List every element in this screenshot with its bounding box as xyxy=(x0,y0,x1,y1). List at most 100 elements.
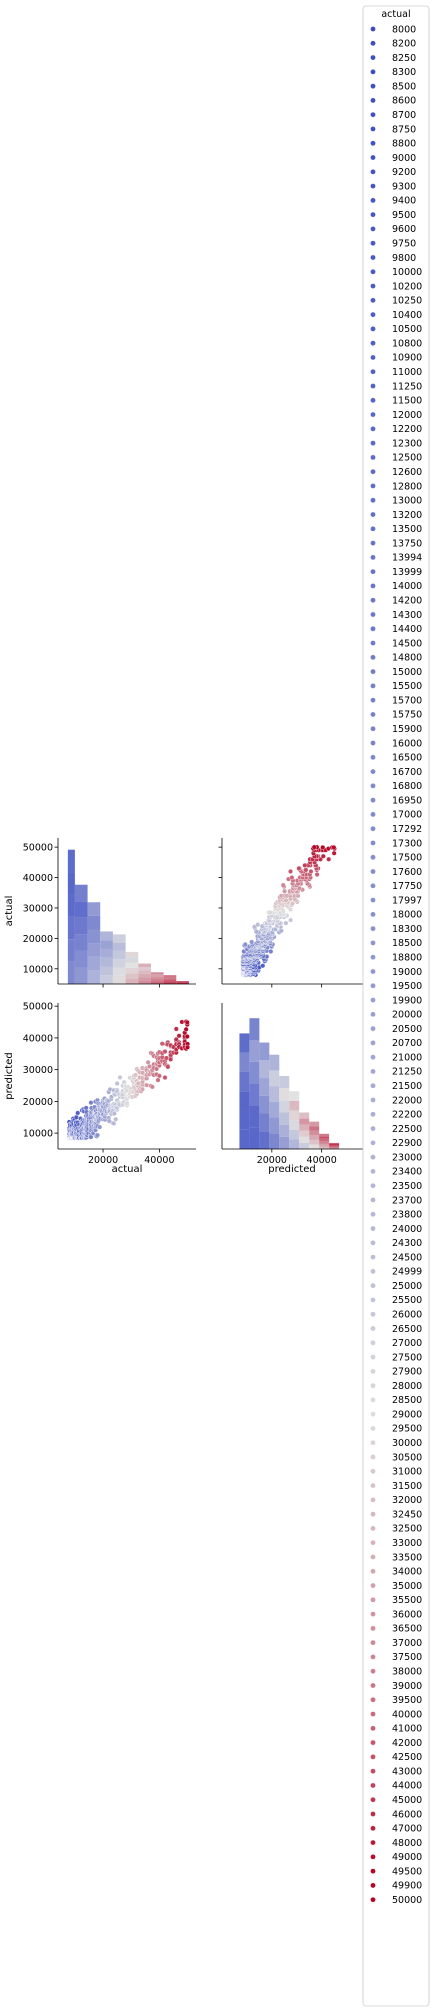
hist-predicted-bar-segment xyxy=(319,1143,330,1147)
scatter-point xyxy=(260,963,266,969)
legend-entry: 17997 xyxy=(370,895,422,906)
legend-entry: 32000 xyxy=(370,1495,422,1506)
legend-entry: 37500 xyxy=(370,1652,422,1663)
legend-entry: 11000 xyxy=(370,367,422,378)
legend-marker xyxy=(370,1140,376,1146)
legend-entry: 31500 xyxy=(370,1481,422,1492)
legend-label: 17500 xyxy=(392,853,422,864)
hist-actual-bar xyxy=(163,975,177,984)
legend-label: 10250 xyxy=(392,296,422,307)
scatter-point xyxy=(162,1075,168,1081)
legend-entry: 18500 xyxy=(370,938,422,949)
legend-marker xyxy=(370,354,376,361)
scatter-actual-pred-xtick-label: 40000 xyxy=(144,1155,174,1166)
legend-entry: 12800 xyxy=(370,481,422,492)
xlabel-col2: predicted xyxy=(268,1164,315,1175)
legend-entry: 20700 xyxy=(370,1038,422,1049)
legend-marker xyxy=(370,340,376,346)
legend-label: 22200 xyxy=(392,1110,422,1121)
legend-marker xyxy=(370,1668,376,1674)
hist-actual-bar xyxy=(112,934,126,984)
legend-label: 12800 xyxy=(392,481,422,492)
legend-label: 48000 xyxy=(392,1838,422,1849)
legend-label: 8600 xyxy=(392,96,416,107)
hist-predicted-bar xyxy=(259,1042,270,1149)
legend-marker xyxy=(370,1482,376,1489)
legend-entry: 49000 xyxy=(370,1852,422,1863)
hist-actual-bar xyxy=(87,902,101,984)
legend-entry: 41000 xyxy=(370,1724,422,1735)
scatter-actual-pred-ytick-label: 20000 xyxy=(23,1097,53,1108)
legend-entry: 10200 xyxy=(370,281,422,292)
legend-marker xyxy=(370,211,376,218)
legend-label: 28000 xyxy=(392,1381,422,1392)
hist-actual-bar-segment xyxy=(100,975,113,984)
legend-marker xyxy=(370,1082,376,1089)
legend-label: 10000 xyxy=(392,267,422,278)
hist-predicted-bar-segment xyxy=(309,1144,320,1149)
hist-predicted-bar xyxy=(289,1091,300,1149)
legend-entry: 10900 xyxy=(370,353,422,364)
legend-marker xyxy=(370,840,376,846)
legend-marker xyxy=(370,1182,376,1189)
legend-entry: 42000 xyxy=(370,1738,422,1749)
legend-marker xyxy=(370,154,376,161)
scatter-point xyxy=(320,853,326,859)
hist-predicted-bar-segment xyxy=(319,1136,330,1139)
scatter-point xyxy=(255,922,261,928)
legend-label: 49500 xyxy=(392,1866,422,1877)
legend-marker xyxy=(370,697,376,703)
legend-marker xyxy=(370,625,376,632)
ylabel-row1: actual xyxy=(4,896,15,927)
hist-predicted-bar-segment xyxy=(239,1033,250,1053)
legend-label: 12000 xyxy=(392,410,422,421)
legend-marker xyxy=(370,426,376,432)
legend-marker xyxy=(370,868,376,875)
hist-predicted-bar-segment xyxy=(299,1118,310,1125)
legend-label: 10500 xyxy=(392,324,422,335)
legend-label: 21000 xyxy=(392,1052,422,1063)
legend-label: 19500 xyxy=(392,981,422,992)
legend-marker xyxy=(370,1354,376,1360)
legend-label: 16500 xyxy=(392,753,422,764)
legend-marker xyxy=(370,911,376,918)
legend-entry: 8700 xyxy=(370,110,416,121)
scatter-point xyxy=(184,1034,190,1040)
legend-entry: 24000 xyxy=(370,1224,422,1235)
scatter-point xyxy=(162,1049,168,1055)
scatter-point xyxy=(303,867,309,873)
scatter-point xyxy=(88,1100,94,1106)
legend-entry: 30500 xyxy=(370,1452,422,1463)
legend-label: 10400 xyxy=(392,310,422,321)
legend-marker xyxy=(370,97,376,104)
legend-marker xyxy=(370,1168,376,1175)
scatter-point xyxy=(97,1124,103,1130)
legend-entry: 17292 xyxy=(370,824,422,835)
hist-predicted-bar-segment xyxy=(259,1042,270,1061)
hist-actual-bar-segment xyxy=(87,970,101,984)
legend-entry: 15750 xyxy=(370,710,422,721)
legend-entry: 16000 xyxy=(370,738,422,749)
legend-marker xyxy=(370,411,376,418)
hist-predicted-bar-segment xyxy=(329,1147,340,1149)
hist-predicted-bar xyxy=(239,1033,250,1149)
legend-label: 12300 xyxy=(392,438,422,449)
legend-entry: 18300 xyxy=(370,924,422,935)
legend-label: 47000 xyxy=(392,1824,422,1835)
legend-marker xyxy=(370,383,376,389)
hist-predicted-bar-segment xyxy=(259,1095,270,1114)
legend-entry: 24999 xyxy=(370,1267,422,1278)
hist-predicted-bar-segment xyxy=(299,1136,310,1143)
legend-marker xyxy=(370,1211,376,1218)
hist-predicted-bar-segment xyxy=(329,1142,340,1144)
legend-marker xyxy=(370,1825,376,1832)
hist-actual-bar-segment xyxy=(100,931,113,941)
scatter-point xyxy=(249,939,255,945)
legend-marker xyxy=(370,1611,376,1617)
legend-marker xyxy=(370,1468,376,1475)
legend-marker xyxy=(370,1368,376,1375)
legend-label: 17997 xyxy=(392,895,422,906)
legend-entry: 17750 xyxy=(370,881,422,892)
legend-marker xyxy=(370,111,376,118)
legend-label: 14400 xyxy=(392,624,422,635)
